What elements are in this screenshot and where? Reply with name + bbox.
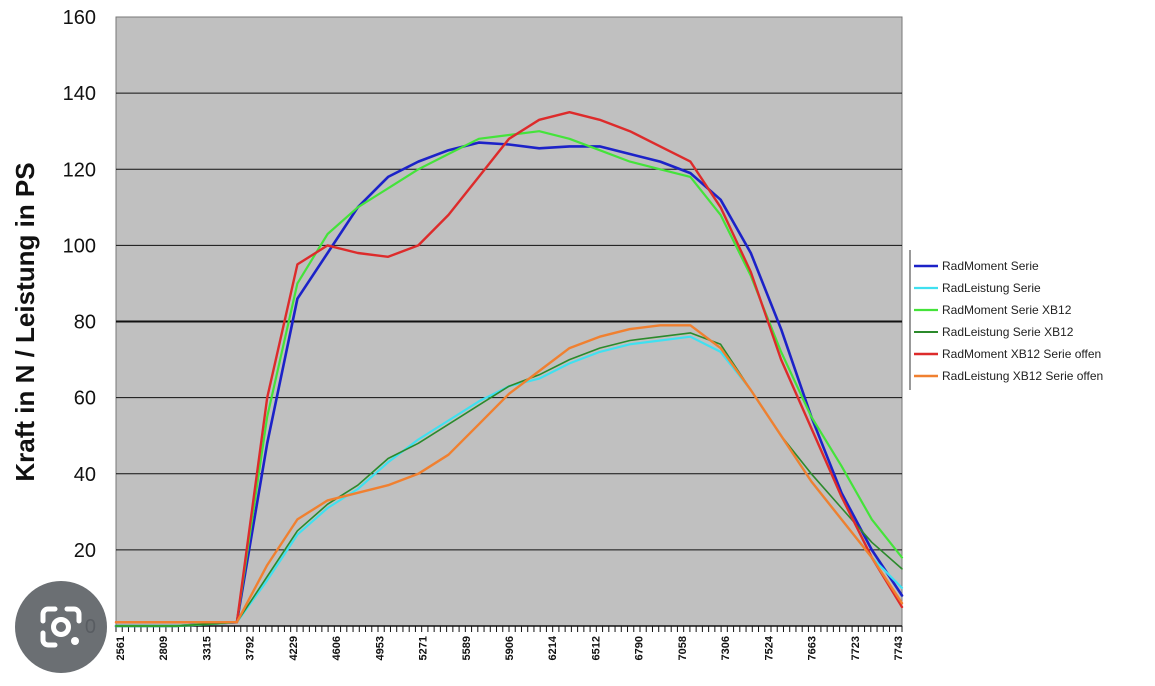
x-tick-label: 3315 xyxy=(201,636,213,660)
series-line-5 xyxy=(114,110,904,624)
google-lens-button[interactable] xyxy=(15,581,107,673)
y-tick-labels: 020406080100120140160 xyxy=(63,7,96,638)
x-tick-label: 5906 xyxy=(504,636,516,660)
x-tick-label: 5589 xyxy=(461,636,473,660)
x-tick-label: 2561 xyxy=(115,636,127,660)
y-axis-title: Kraft in N / Leistung in PS xyxy=(10,162,40,481)
x-tick-label: 4606 xyxy=(331,636,343,660)
x-tick-label: 2809 xyxy=(158,636,170,660)
x-tick-label: 7306 xyxy=(720,636,732,660)
legend-entry: RadMoment Serie xyxy=(942,259,1039,273)
legend-entry: RadLeistung Serie XB12 xyxy=(942,325,1074,339)
series-lines xyxy=(114,110,904,628)
y-tick-label: 160 xyxy=(63,7,96,29)
legend-box xyxy=(910,250,1155,390)
y-tick-label: 40 xyxy=(74,464,96,486)
x-ticks xyxy=(115,625,903,632)
series-line-6 xyxy=(114,324,904,624)
x-tick-label: 7743 xyxy=(893,636,905,660)
legend-entry: RadLeistung Serie xyxy=(942,281,1041,295)
x-tick-label: 7058 xyxy=(677,636,689,660)
y-tick-label: 100 xyxy=(63,235,96,257)
legend-entry: RadLeistung XB12 Serie offen xyxy=(942,369,1103,383)
x-tick-label: 7723 xyxy=(850,636,862,660)
y-tick-label: 120 xyxy=(63,159,96,181)
x-tick-label: 7663 xyxy=(807,636,819,660)
x-tick-label: 4953 xyxy=(374,636,386,660)
x-tick-label: 5271 xyxy=(418,636,430,660)
series-line-1 xyxy=(114,141,904,628)
x-tick-label: 4229 xyxy=(288,636,300,660)
legend-entry: RadMoment Serie XB12 xyxy=(942,303,1072,317)
x-tick-label: 7524 xyxy=(763,635,775,660)
legend: RadMoment Serie RadLeistung Serie RadMomen… xyxy=(909,250,1155,390)
google-lens-icon xyxy=(40,606,82,648)
y-tick-label: 140 xyxy=(63,83,96,105)
x-tick-label: 6214 xyxy=(547,635,559,660)
x-tick-labels: 2561 2809 3315 3792 4229 4606 4953 5271 5589 5906… xyxy=(115,635,905,660)
x-tick-label: 6512 xyxy=(590,636,602,660)
x-tick-label: 3792 xyxy=(245,636,257,660)
x-tick-label: 6790 xyxy=(634,636,646,660)
y-tick-label: 80 xyxy=(74,312,96,334)
y-tick-label: 60 xyxy=(74,388,96,410)
legend-entry: RadMoment XB12 Serie offen xyxy=(942,347,1101,361)
y-tick-label: 20 xyxy=(74,540,96,562)
